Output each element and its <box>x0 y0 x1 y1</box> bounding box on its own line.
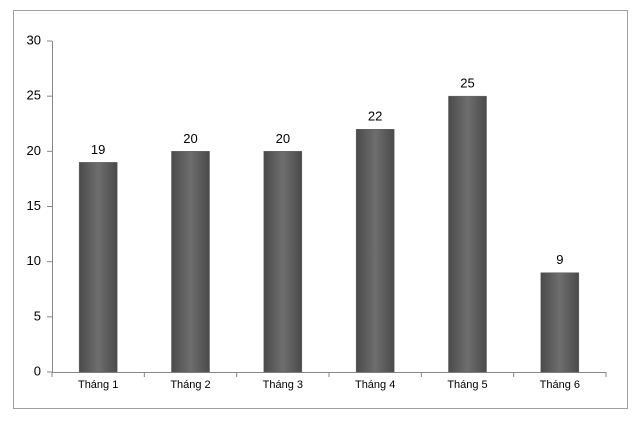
bar <box>540 272 580 373</box>
y-tick-label: 30 <box>27 32 41 47</box>
x-tick-label: Tháng 4 <box>355 379 395 391</box>
bar <box>78 162 118 373</box>
bar <box>448 95 487 373</box>
value-label: 20 <box>183 131 197 146</box>
value-label: 25 <box>460 76 474 91</box>
bar <box>171 151 210 373</box>
y-tick-label: 15 <box>27 198 41 213</box>
bar <box>355 129 395 373</box>
value-label: 9 <box>556 252 563 267</box>
x-tick-label: Tháng 6 <box>540 379 580 391</box>
x-tick-label: Tháng 3 <box>263 379 303 391</box>
y-tick-label: 5 <box>34 308 41 323</box>
value-label: 20 <box>276 131 290 146</box>
x-tick-label: Tháng 5 <box>447 379 487 391</box>
x-tick-label: Tháng 1 <box>78 379 118 391</box>
value-label: 19 <box>91 142 105 157</box>
y-tick-label: 25 <box>27 88 41 103</box>
y-tick-label: 10 <box>27 253 41 268</box>
bar <box>263 151 303 373</box>
value-label: 22 <box>368 109 382 124</box>
x-tick-label: Tháng 2 <box>170 379 210 391</box>
y-tick-label: 20 <box>27 143 41 158</box>
y-tick-label: 0 <box>34 363 41 378</box>
